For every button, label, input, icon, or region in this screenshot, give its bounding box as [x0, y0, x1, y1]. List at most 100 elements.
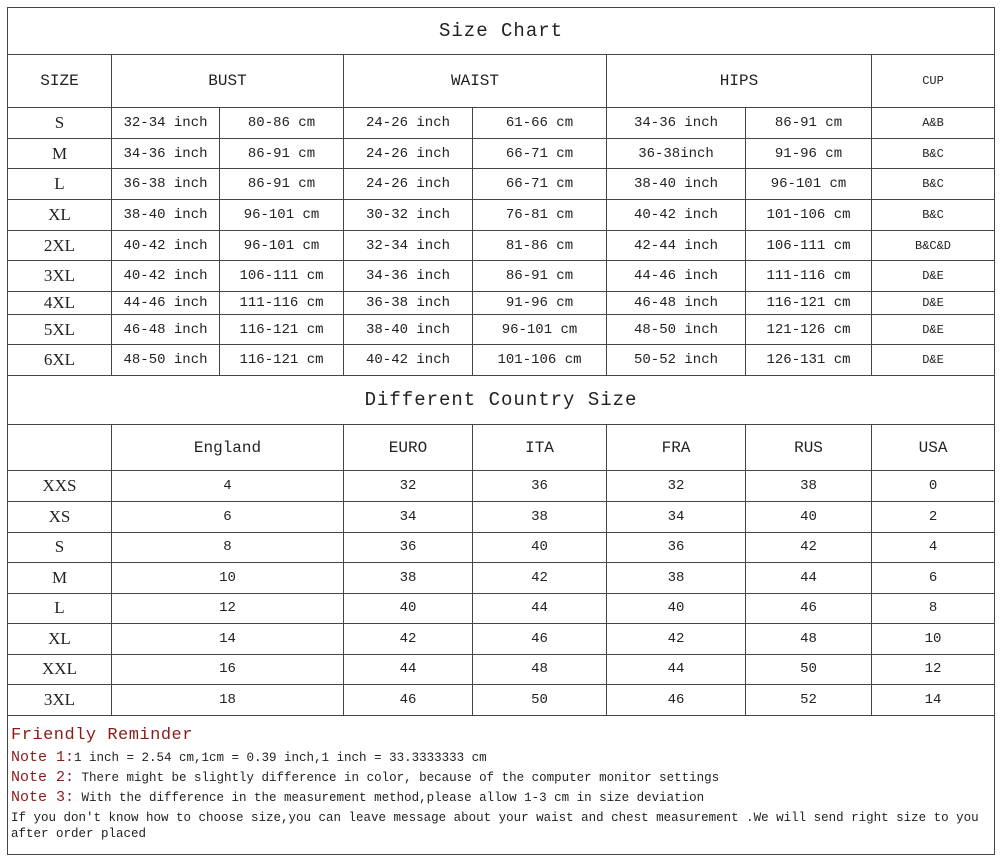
note-label: Note 3:: [11, 788, 75, 806]
table-cell: 50: [745, 653, 872, 685]
table-cell: 40-42 inch: [111, 230, 220, 261]
table-cell: 10: [111, 562, 344, 594]
table-cell: 96-101 cm: [219, 199, 344, 231]
table-cell: 38: [472, 501, 607, 533]
table-cell: 111-116 cm: [219, 291, 344, 315]
table-cell: D&E: [870, 291, 996, 315]
table-cell: 34-36 inch: [343, 260, 473, 292]
table-cell: D&E: [870, 260, 996, 292]
table-row: 2XL 40-42 inch 96-101 cm 32-34 inch 81-86 cm…: [7, 230, 996, 261]
table-cell: 32: [606, 470, 746, 502]
table-cell: 32-34 inch: [111, 107, 220, 139]
table-cell: 44: [606, 653, 746, 685]
table-row: S 8 36 40 36 42 4: [7, 531, 996, 563]
table-row: M 34-36 inch 86-91 cm 24-26 inch 66-71 cm 36-…: [7, 138, 996, 169]
table-cell: D&E: [870, 344, 996, 376]
table-cell: 48: [745, 623, 872, 655]
table-cell: 76-81 cm: [472, 199, 607, 231]
note-item: Note 2: There might be slightly differen…: [11, 768, 991, 788]
country-header: USA: [870, 424, 996, 471]
table-cell: 38: [343, 562, 473, 594]
country-header: [7, 424, 112, 471]
notes-section: Friendly Reminder Note 1:1 inch = 2.54 cm…: [6, 714, 996, 855]
note-label: Note 2:: [11, 768, 75, 786]
table-cell: 46: [606, 684, 746, 716]
table-cell: 40: [472, 531, 607, 563]
notes-row: Friendly Reminder Note 1:1 inch = 2.54 cm…: [6, 714, 996, 855]
table-row: XL 14 42 46 42 48 10: [7, 623, 996, 655]
table-cell: 36-38inch: [606, 138, 746, 169]
table-cell: 32: [343, 470, 473, 502]
size-chart-title-row: Size Chart: [6, 7, 996, 55]
table-row: M 10 38 42 38 44 6: [7, 562, 996, 594]
table-cell: 8: [111, 531, 344, 563]
table-cell: 36: [343, 531, 473, 563]
table-cell: 40: [343, 592, 473, 624]
table-cell: 48-50 inch: [111, 344, 220, 376]
country-header: FRA: [606, 424, 746, 471]
table-row: 3XL 40-42 inch 106-111 cm 34-36 inch 86-91 c…: [7, 260, 996, 292]
table-cell: 36-38 inch: [343, 291, 473, 315]
size-label: XS: [7, 501, 112, 533]
table-cell: 14: [870, 684, 996, 716]
table-row: 3XL 18 46 50 46 52 14: [7, 684, 996, 716]
table-cell: 38: [745, 470, 872, 502]
country-chart-header-row: England EURO ITA FRA RUS USA: [7, 424, 996, 471]
note-text: With the difference in the measurement m…: [74, 790, 705, 805]
table-cell: 96-101 cm: [745, 168, 872, 200]
table-cell: 36: [606, 531, 746, 563]
size-label: 5XL: [7, 314, 112, 345]
size-label: XXS: [7, 470, 112, 502]
table-cell: 24-26 inch: [343, 107, 473, 139]
table-row: XXS 4 32 36 32 38 0: [7, 470, 996, 502]
size-label: 4XL: [7, 291, 112, 315]
table-cell: 86-91 cm: [219, 168, 344, 200]
size-label: L: [7, 168, 112, 200]
table-cell: 81-86 cm: [472, 230, 607, 261]
table-cell: 38-40 inch: [343, 314, 473, 345]
table-cell: 91-96 cm: [745, 138, 872, 169]
table-cell: 12: [870, 653, 996, 685]
country-header: RUS: [745, 424, 872, 471]
table-cell: 8: [870, 592, 996, 624]
header-cup: CUP: [870, 54, 996, 108]
table-row: 5XL 46-48 inch 116-121 cm 38-40 inch 96-101 …: [7, 314, 996, 345]
note-item: Note 1:1 inch = 2.54 cm,1cm = 0.39 inch,…: [11, 748, 991, 768]
table-cell: 34-36 inch: [111, 138, 220, 169]
table-cell: 50-52 inch: [606, 344, 746, 376]
table-cell: 116-121 cm: [745, 291, 872, 315]
table-cell: B&C: [870, 168, 996, 200]
table-row: 4XL 44-46 inch 111-116 cm 36-38 inch 91-96 c…: [7, 291, 996, 315]
size-chart-table: Size Chart SIZE BUST WAIST HIPS CUP S 32-34 inc…: [6, 7, 996, 855]
table-cell: 111-116 cm: [745, 260, 872, 292]
table-row: XS 6 34 38 34 40 2: [7, 501, 996, 533]
table-cell: 42: [745, 531, 872, 563]
country-chart-title-row: Different Country Size: [6, 375, 996, 425]
size-label: XXL: [7, 653, 112, 685]
table-cell: 34-36 inch: [606, 107, 746, 139]
table-cell: 12: [111, 592, 344, 624]
table-cell: 36: [472, 470, 607, 502]
size-label: XL: [7, 199, 112, 231]
table-cell: 40-42 inch: [343, 344, 473, 376]
table-cell: 126-131 cm: [745, 344, 872, 376]
table-cell: 44: [472, 592, 607, 624]
table-cell: 40-42 inch: [606, 199, 746, 231]
size-label: 3XL: [7, 684, 112, 716]
table-cell: 46: [472, 623, 607, 655]
table-cell: 48-50 inch: [606, 314, 746, 345]
table-cell: 50: [472, 684, 607, 716]
table-cell: 4: [111, 470, 344, 502]
table-row: XL 38-40 inch 96-101 cm 30-32 inch 76-81 cm 4…: [7, 199, 996, 231]
table-cell: 16: [111, 653, 344, 685]
table-cell: 44-46 inch: [606, 260, 746, 292]
table-cell: 48: [472, 653, 607, 685]
table-cell: 80-86 cm: [219, 107, 344, 139]
table-cell: 106-111 cm: [745, 230, 872, 261]
table-cell: A&B: [870, 107, 996, 139]
table-cell: 24-26 inch: [343, 138, 473, 169]
table-cell: 66-71 cm: [472, 168, 607, 200]
size-label: 3XL: [7, 260, 112, 292]
table-cell: 101-106 cm: [472, 344, 607, 376]
table-cell: D&E: [870, 314, 996, 345]
